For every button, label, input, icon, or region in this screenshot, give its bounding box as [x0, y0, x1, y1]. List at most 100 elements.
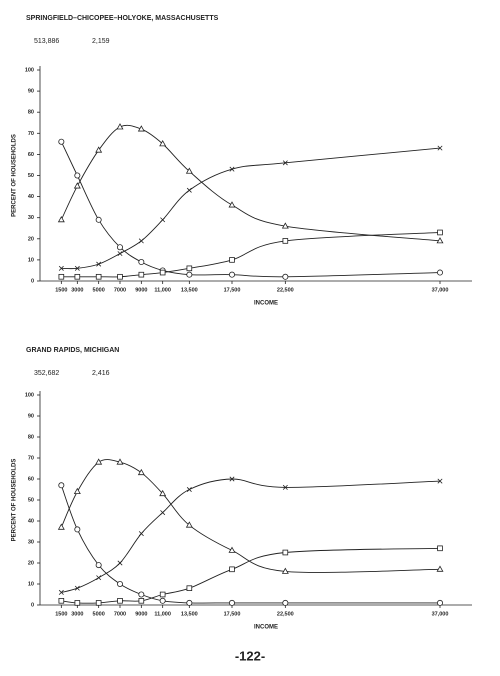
x-tick-label: 3000	[71, 287, 83, 293]
marker-triangle	[436, 565, 444, 572]
marker-circle	[74, 526, 81, 533]
marker-circle	[436, 269, 443, 276]
marker-x	[186, 487, 192, 492]
marker-triangle	[281, 567, 289, 574]
marker-x	[282, 160, 288, 166]
x-tick-label: 9000	[135, 611, 147, 617]
x-tick-label: 11,000	[154, 287, 171, 293]
x-tick-label: 13,500	[181, 611, 198, 617]
marker-circle	[186, 599, 193, 606]
marker-triangle	[228, 546, 236, 553]
x-tick-label: 7000	[114, 287, 126, 293]
x-tick-label: 37,000	[432, 611, 449, 617]
series-line	[60, 124, 441, 242]
marker-x	[74, 265, 80, 271]
x-tick-label: 22,500	[277, 287, 294, 293]
marker-x	[117, 560, 123, 566]
marker-triangle	[73, 487, 81, 494]
marker-square	[95, 600, 102, 606]
marker-circle	[58, 482, 65, 489]
marker-square	[58, 598, 65, 604]
y-tick-label: 70	[28, 131, 34, 137]
series-line	[61, 478, 441, 593]
marker-circle	[159, 597, 166, 604]
marker-triangle	[137, 468, 145, 476]
marker-square	[186, 265, 193, 272]
y-tick-label: 90	[28, 413, 34, 419]
marker-circle	[58, 138, 65, 145]
series-line	[61, 547, 441, 604]
y-tick-label: 0	[31, 602, 34, 608]
y-tick-label: 10	[28, 257, 34, 263]
y-tick-label: 40	[28, 518, 34, 524]
marker-circle	[95, 216, 102, 223]
annotation: 513,886	[34, 38, 59, 45]
marker-square	[229, 566, 235, 573]
marker-triangle	[116, 123, 124, 130]
marker-triangle	[185, 167, 193, 174]
marker-x	[96, 261, 102, 267]
marker-x	[160, 510, 166, 516]
y-tick-label: 30	[28, 215, 34, 221]
marker-x	[229, 476, 235, 482]
y-tick-label: 50	[28, 497, 34, 503]
marker-x	[186, 187, 192, 193]
marker-triangle	[116, 458, 124, 465]
marker-square	[74, 273, 81, 280]
marker-x	[58, 265, 64, 271]
series-line	[60, 141, 441, 278]
annotation: 352,682	[34, 370, 59, 377]
marker-x	[138, 531, 144, 537]
marker-square	[437, 545, 443, 552]
marker-circle	[186, 271, 193, 278]
marker-square	[186, 585, 193, 591]
marker-triangle	[159, 489, 167, 497]
series-line	[60, 459, 441, 573]
x-tick-label: 13,500	[181, 287, 198, 293]
y-tick-label: 70	[28, 455, 34, 461]
marker-circle	[282, 599, 289, 606]
marker-circle	[228, 271, 235, 278]
marker-circle	[117, 581, 124, 588]
x-tick-label: 1500	[55, 611, 67, 617]
chart-title: GRAND RAPIDS, MICHIGAN	[26, 347, 119, 354]
marker-triangle	[57, 523, 65, 530]
marker-square	[117, 273, 123, 280]
marker-triangle	[95, 458, 103, 465]
y-tick-label: 40	[28, 194, 34, 200]
marker-square	[159, 591, 166, 598]
x-tick-label: 7000	[114, 611, 126, 617]
y-axis-label: PERCENT OF HOUSEHOLDS	[12, 134, 18, 217]
marker-triangle	[281, 222, 289, 229]
x-axis-label: INCOME	[254, 301, 278, 307]
marker-circle	[95, 562, 102, 569]
x-tick-label: 1500	[55, 287, 67, 293]
y-tick-label: 50	[28, 173, 34, 179]
marker-square	[74, 600, 81, 606]
marker-circle	[436, 599, 443, 606]
marker-square	[117, 598, 123, 604]
marker-circle	[138, 259, 145, 266]
marker-triangle	[436, 237, 444, 244]
x-tick-label: 22,500	[277, 611, 294, 617]
x-axis-label: INCOME	[254, 625, 278, 631]
marker-triangle	[185, 521, 193, 528]
y-tick-label: 100	[25, 392, 34, 398]
marker-x	[437, 478, 443, 484]
marker-square	[138, 598, 145, 604]
x-tick-label: 37,000	[432, 287, 449, 293]
marker-x	[138, 238, 144, 244]
y-tick-label: 60	[28, 152, 34, 158]
marker-x	[117, 251, 123, 257]
y-axis-label: PERCENT OF HOUSEHOLDS	[12, 459, 18, 542]
marker-square	[282, 238, 289, 244]
marker-triangle	[228, 201, 236, 208]
y-tick-label: 20	[28, 560, 34, 566]
marker-triangle	[57, 215, 65, 223]
marker-circle	[228, 599, 235, 606]
y-tick-label: 80	[28, 434, 34, 440]
marker-x	[282, 484, 288, 490]
y-tick-label: 10	[28, 581, 34, 587]
marker-triangle	[73, 182, 81, 189]
y-tick-label: 60	[28, 476, 34, 482]
